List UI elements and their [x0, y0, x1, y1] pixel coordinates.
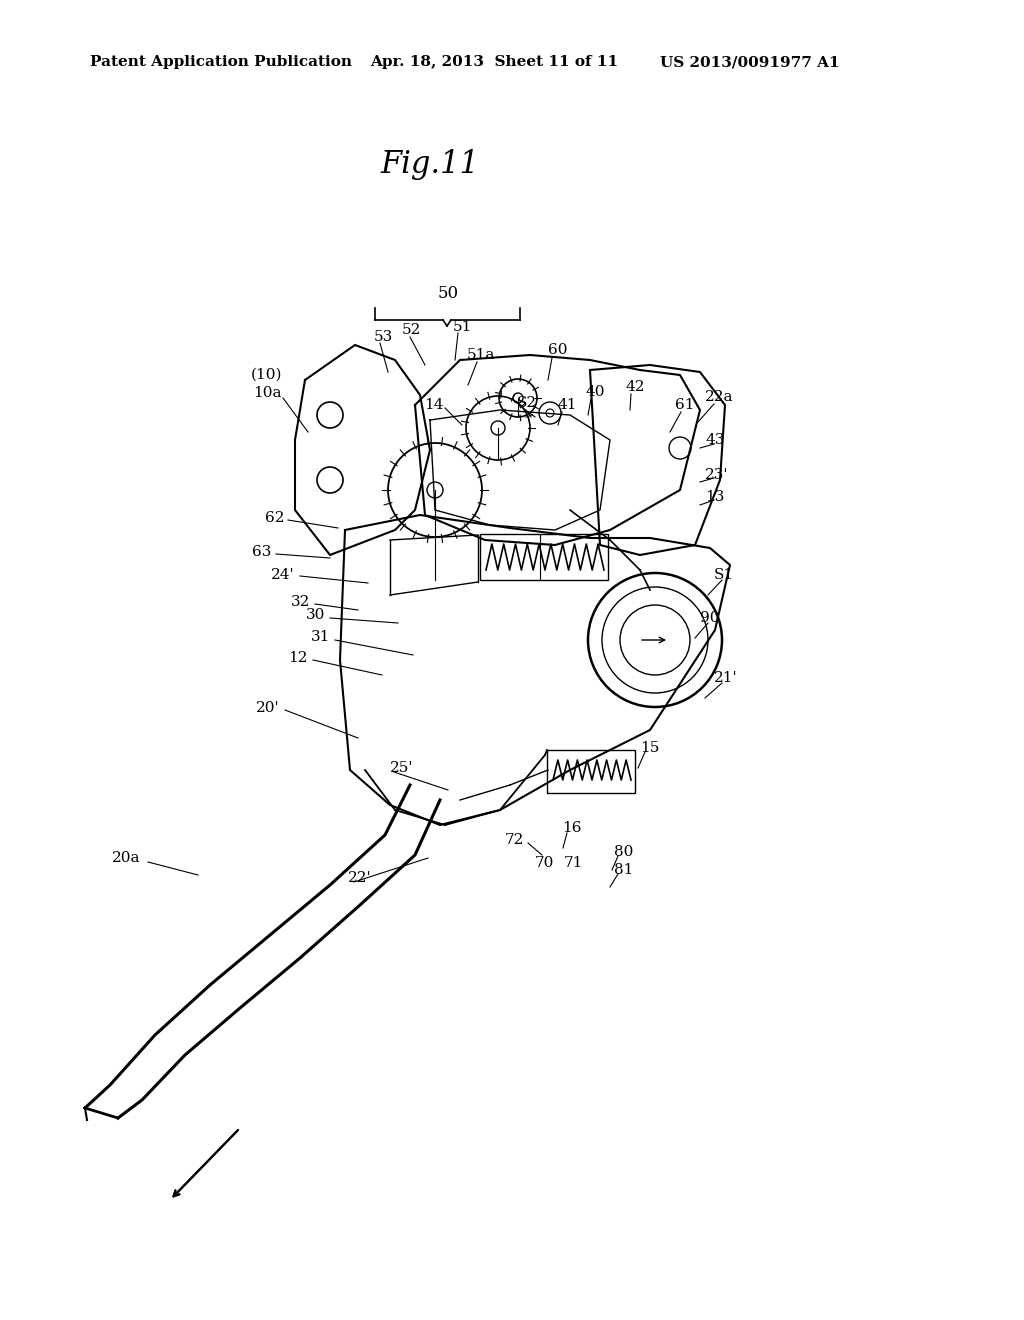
Text: 23': 23'	[705, 469, 728, 482]
Text: 43: 43	[705, 433, 724, 447]
Text: S2: S2	[517, 396, 538, 411]
Text: Fig.11: Fig.11	[381, 149, 479, 181]
Text: 51: 51	[453, 319, 472, 334]
Text: 16: 16	[562, 821, 582, 836]
Text: 10a: 10a	[254, 385, 282, 400]
Text: US 2013/0091977 A1: US 2013/0091977 A1	[660, 55, 840, 69]
Text: S1: S1	[714, 568, 734, 582]
Text: 40: 40	[586, 385, 605, 399]
Text: 25': 25'	[390, 762, 414, 775]
Text: 15: 15	[640, 741, 659, 755]
Text: 72: 72	[505, 833, 524, 847]
Text: 53: 53	[374, 330, 393, 345]
Text: 32: 32	[291, 595, 310, 609]
Text: 51a: 51a	[467, 348, 496, 362]
Text: 81: 81	[614, 863, 634, 876]
Text: 22a: 22a	[705, 389, 733, 404]
Text: 61: 61	[675, 399, 694, 412]
Text: 50: 50	[437, 285, 459, 301]
Text: 41: 41	[558, 399, 578, 412]
Text: 24': 24'	[271, 568, 295, 582]
Text: 80: 80	[614, 845, 634, 859]
Text: 30: 30	[305, 609, 325, 622]
Text: 70: 70	[535, 855, 554, 870]
Text: (10): (10)	[251, 368, 282, 381]
Text: Apr. 18, 2013  Sheet 11 of 11: Apr. 18, 2013 Sheet 11 of 11	[370, 55, 618, 69]
Text: 62: 62	[264, 511, 284, 525]
Text: 13: 13	[705, 490, 724, 504]
Text: 20a: 20a	[112, 851, 140, 865]
Text: 21': 21'	[714, 671, 737, 685]
Text: 63: 63	[252, 545, 271, 558]
Text: 71: 71	[564, 855, 584, 870]
Text: 52: 52	[402, 323, 421, 337]
Text: 90: 90	[700, 611, 720, 624]
Text: 22': 22'	[348, 871, 372, 884]
Text: 12: 12	[289, 651, 308, 665]
Text: 42: 42	[625, 380, 644, 393]
Text: 31: 31	[310, 630, 330, 644]
Text: 20': 20'	[256, 701, 280, 715]
Text: Patent Application Publication: Patent Application Publication	[90, 55, 352, 69]
Text: 60: 60	[548, 343, 567, 356]
Text: 14: 14	[425, 399, 444, 412]
